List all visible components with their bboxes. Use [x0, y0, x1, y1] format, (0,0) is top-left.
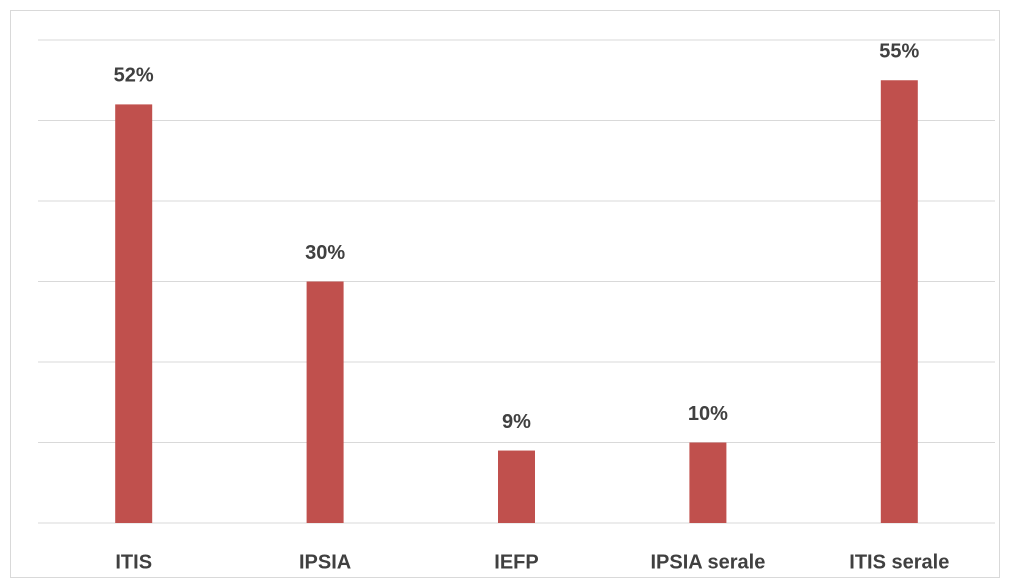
x-tick-label: ITIS serale	[849, 551, 949, 573]
x-tick-label: IPSIA	[299, 551, 351, 573]
data-label: 9%	[502, 411, 531, 433]
bar	[880, 80, 918, 523]
x-tick-label: ITIS	[115, 551, 152, 573]
bar	[306, 281, 344, 523]
data-label: 52%	[114, 65, 154, 87]
bar	[498, 450, 535, 523]
data-label: 55%	[879, 41, 919, 63]
bar	[115, 104, 153, 524]
x-tick-label: IEFP	[494, 551, 538, 573]
data-label: 30%	[305, 242, 345, 264]
x-tick-label: IPSIA serale	[650, 551, 765, 573]
data-label: 10%	[688, 403, 728, 425]
bar	[689, 442, 727, 523]
